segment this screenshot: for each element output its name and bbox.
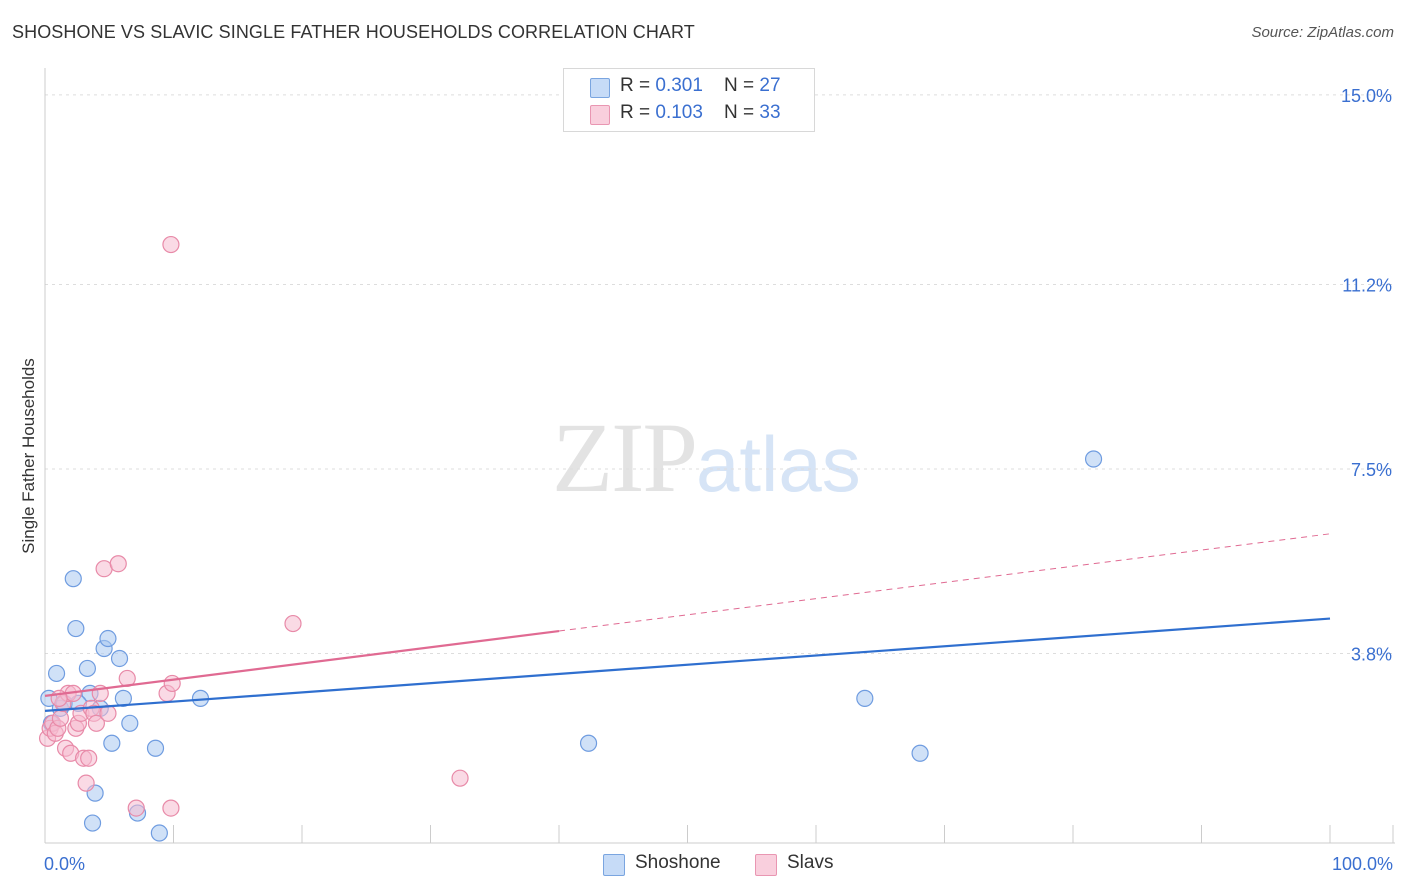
point-shoshone-12 xyxy=(99,629,117,648)
watermark-atlas: atlas xyxy=(696,420,861,508)
source-label: Source: ZipAtlas.com xyxy=(1251,24,1394,41)
point-slavs-22 xyxy=(109,555,127,573)
point-shoshone-1 xyxy=(47,664,66,683)
point-shoshone-6 xyxy=(78,659,97,678)
point-shoshone-13 xyxy=(103,734,121,752)
point-slavs-16 xyxy=(80,749,98,767)
chart-title: SHOSHONE VS SLAVIC SINGLE FATHER HOUSEHO… xyxy=(12,22,695,42)
point-slavs-19 xyxy=(87,714,106,732)
point-slavs-24 xyxy=(127,799,145,817)
legend-swatch-shoshone xyxy=(590,78,610,98)
legend-text-slavs: R = 0.103 N = 33 xyxy=(620,102,781,123)
legend-swatch-slavs xyxy=(590,105,610,125)
point-slavs-27 xyxy=(162,799,180,817)
bottom-legend-label-shoshone: Shoshone xyxy=(635,852,721,873)
point-shoshone-4 xyxy=(64,570,82,588)
point-shoshone-15 xyxy=(114,689,132,707)
y-axis-label: Single Father Households xyxy=(19,358,38,554)
point-shoshone-23 xyxy=(911,744,929,762)
trendline-slavs-solid xyxy=(44,629,560,697)
point-slavs-15 xyxy=(77,774,95,792)
point-shoshone-14 xyxy=(110,649,129,668)
bottom-legend-swatch-shoshone xyxy=(603,854,625,876)
trendline-slavs-dashed xyxy=(558,533,1331,632)
bottom-legend-swatch-slavs xyxy=(755,854,777,876)
point-slavs-28 xyxy=(163,674,181,693)
y-tick-label-3: 15.0% xyxy=(1341,86,1392,106)
point-slavs-5 xyxy=(51,709,70,727)
point-slavs-29 xyxy=(284,614,302,633)
point-shoshone-22 xyxy=(856,689,874,707)
point-shoshone-5 xyxy=(67,619,85,638)
watermark: ZIPatlas xyxy=(552,400,861,515)
x-tick-label-start: 0.0% xyxy=(44,854,85,874)
y-tick-label-0: 3.8% xyxy=(1351,644,1392,664)
point-slavs-26 xyxy=(162,235,180,254)
point-shoshone-19 xyxy=(150,824,168,842)
point-shoshone-24 xyxy=(1084,450,1103,468)
point-shoshone-21 xyxy=(579,734,598,752)
point-shoshone-8 xyxy=(83,814,102,832)
y-tick-label-1: 7.5% xyxy=(1351,460,1392,480)
point-shoshone-18 xyxy=(146,739,165,757)
point-shoshone-16 xyxy=(121,714,139,732)
trendline-shoshone xyxy=(44,617,1331,712)
watermark-zip: ZIP xyxy=(552,402,698,513)
point-slavs-30 xyxy=(451,769,469,787)
stats-legend: R = 0.301 N = 27 R = 0.103 N = 33 xyxy=(563,68,815,132)
bottom-legend-label-slavs: Slavs xyxy=(787,852,834,873)
y-tick-label-2: 11.2% xyxy=(1342,275,1392,295)
x-tick-label-end: 100.0% xyxy=(1332,854,1393,874)
legend-text-shoshone: R = 0.301 N = 27 xyxy=(620,75,781,96)
